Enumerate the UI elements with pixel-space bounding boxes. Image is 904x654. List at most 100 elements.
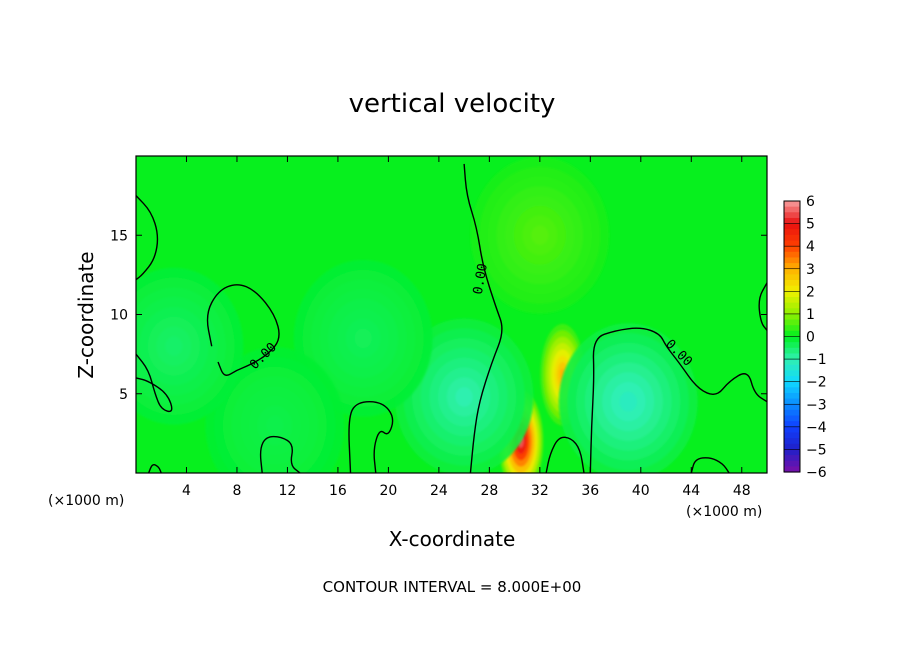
x-axis: 4 8 12 16 20 24 28 32 36 40 44 48 [182, 156, 751, 499]
colorbar-segment [784, 263, 800, 270]
colorbar-segment [784, 404, 800, 411]
colorbar-segment [784, 302, 800, 309]
colorbar-segment [784, 347, 800, 355]
zero-contour-line-2 [206, 284, 280, 376]
x-tick-label-2: 12 [279, 483, 297, 499]
colorbar-segment [784, 212, 800, 219]
x-tick-label-4: 20 [379, 483, 397, 499]
colorbar-segment [784, 274, 800, 281]
colorbar-segment [784, 246, 800, 253]
velocity-field [136, 156, 767, 473]
y-tick-label-1: 10 [110, 308, 128, 324]
colorbar-segment [784, 257, 800, 264]
x-tick-label-1: 8 [232, 483, 241, 499]
colorbar-segment [784, 398, 800, 405]
x-tick-label-8: 36 [581, 483, 599, 499]
zero-contour-line-3 [463, 163, 503, 473]
colorbar-segment [784, 426, 800, 434]
colorbar-label-10: −4 [806, 420, 827, 436]
colorbar-label-5: 1 [806, 307, 815, 323]
zero-contour-line-9 [147, 463, 162, 473]
colorbar-label-11: −5 [806, 442, 827, 458]
colorbar-label-12: −6 [806, 465, 827, 481]
colorbar-segment [784, 308, 800, 315]
colorbar-segment [784, 449, 800, 456]
y-axis-label: Z-coordinate [74, 251, 98, 378]
colorbar-segment [784, 319, 800, 326]
x-unit-right: (×1000 m) [686, 504, 762, 520]
colorbar-segment [784, 359, 800, 366]
colorbar-segment [784, 342, 800, 349]
colorbar-segment [784, 296, 800, 304]
colorbar-label-6: 0 [806, 330, 815, 346]
zero-contour-line-8 [545, 436, 585, 473]
zero-contour-line-7 [259, 435, 301, 473]
zero-contour-line-1 [136, 353, 173, 413]
zero-contour-line-6 [348, 400, 394, 473]
colorbar-segment [784, 392, 800, 400]
x-tick-label-6: 28 [480, 483, 498, 499]
colorbar-segment [784, 325, 800, 332]
x-unit-left: (×1000 m) [48, 493, 124, 509]
colorbar-segment [784, 251, 800, 259]
colorbar-segment [784, 229, 800, 236]
x-tick-label-7: 32 [531, 483, 549, 499]
colorbar-segment [784, 387, 800, 394]
x-tick-label-9: 40 [632, 483, 650, 499]
colorbar-segment [784, 280, 800, 287]
colorbar-label-4: 2 [806, 284, 815, 300]
colorbar-segment [784, 201, 800, 208]
colorbar: 6 5 4 3 2 1 0 −1 −2 −3 −4 −5 −6 [783, 194, 827, 481]
colorbar-segment [784, 460, 800, 467]
y-tick-label-2: 15 [110, 228, 128, 244]
y-axis: 5 10 15 [110, 228, 767, 403]
colorbar-segment [784, 234, 800, 242]
zero-contour-line-10 [690, 457, 730, 473]
colorbar-label-3: 3 [806, 262, 815, 278]
colorbar-segment [784, 370, 800, 377]
colorbar-label-8: −2 [806, 375, 827, 391]
colorbar-segment [784, 268, 800, 275]
colorbar-label-9: −3 [806, 397, 827, 413]
colorbar-segment [784, 206, 800, 213]
colorbar-label-1: 5 [806, 217, 815, 233]
colorbar-label-7: −1 [806, 352, 827, 368]
colorbar-segment [784, 409, 800, 417]
field-feature-5 [205, 347, 345, 473]
colorbar-segment [784, 217, 800, 225]
colorbar-segment [784, 285, 800, 292]
x-tick-label-5: 24 [430, 483, 448, 499]
zero-contours [136, 163, 767, 473]
colorbar-segment [784, 313, 800, 321]
colorbar-segment [784, 336, 800, 343]
colorbar-segment [784, 466, 800, 473]
colorbar-segment [784, 455, 800, 462]
colorbar-label-2: 4 [806, 239, 815, 255]
colorbar-segment [784, 381, 800, 388]
contour-interval-note: CONTOUR INTERVAL = 8.000E+00 [323, 578, 582, 596]
colorbar-segment [784, 415, 800, 422]
x-tick-label-11: 48 [733, 483, 751, 499]
zero-contour-line-5 [758, 282, 767, 331]
zero-contour-line-0 [136, 195, 159, 281]
colorbar-segment [784, 376, 800, 383]
colorbar-segment [784, 330, 800, 338]
colorbar-segment [784, 291, 800, 298]
colorbar-segment [784, 443, 800, 451]
x-tick-label-10: 44 [682, 483, 700, 499]
colorbar-segment [784, 353, 800, 360]
x-axis-label: X-coordinate [389, 527, 516, 551]
x-tick-label-3: 16 [329, 483, 347, 499]
colorbar-segment [784, 438, 800, 445]
zero-contour-line-4 [589, 327, 767, 473]
colorbar-label-0: 6 [806, 194, 815, 210]
chart-title: vertical velocity [349, 89, 556, 119]
colorbar-segment [784, 364, 800, 371]
colorbar-segment [784, 240, 800, 247]
colorbar-segment [784, 223, 800, 230]
x-tick-label-0: 4 [182, 483, 191, 499]
field-feature-6 [136, 267, 244, 425]
colorbar-segment [784, 432, 800, 439]
y-tick-label-0: 5 [119, 387, 128, 403]
